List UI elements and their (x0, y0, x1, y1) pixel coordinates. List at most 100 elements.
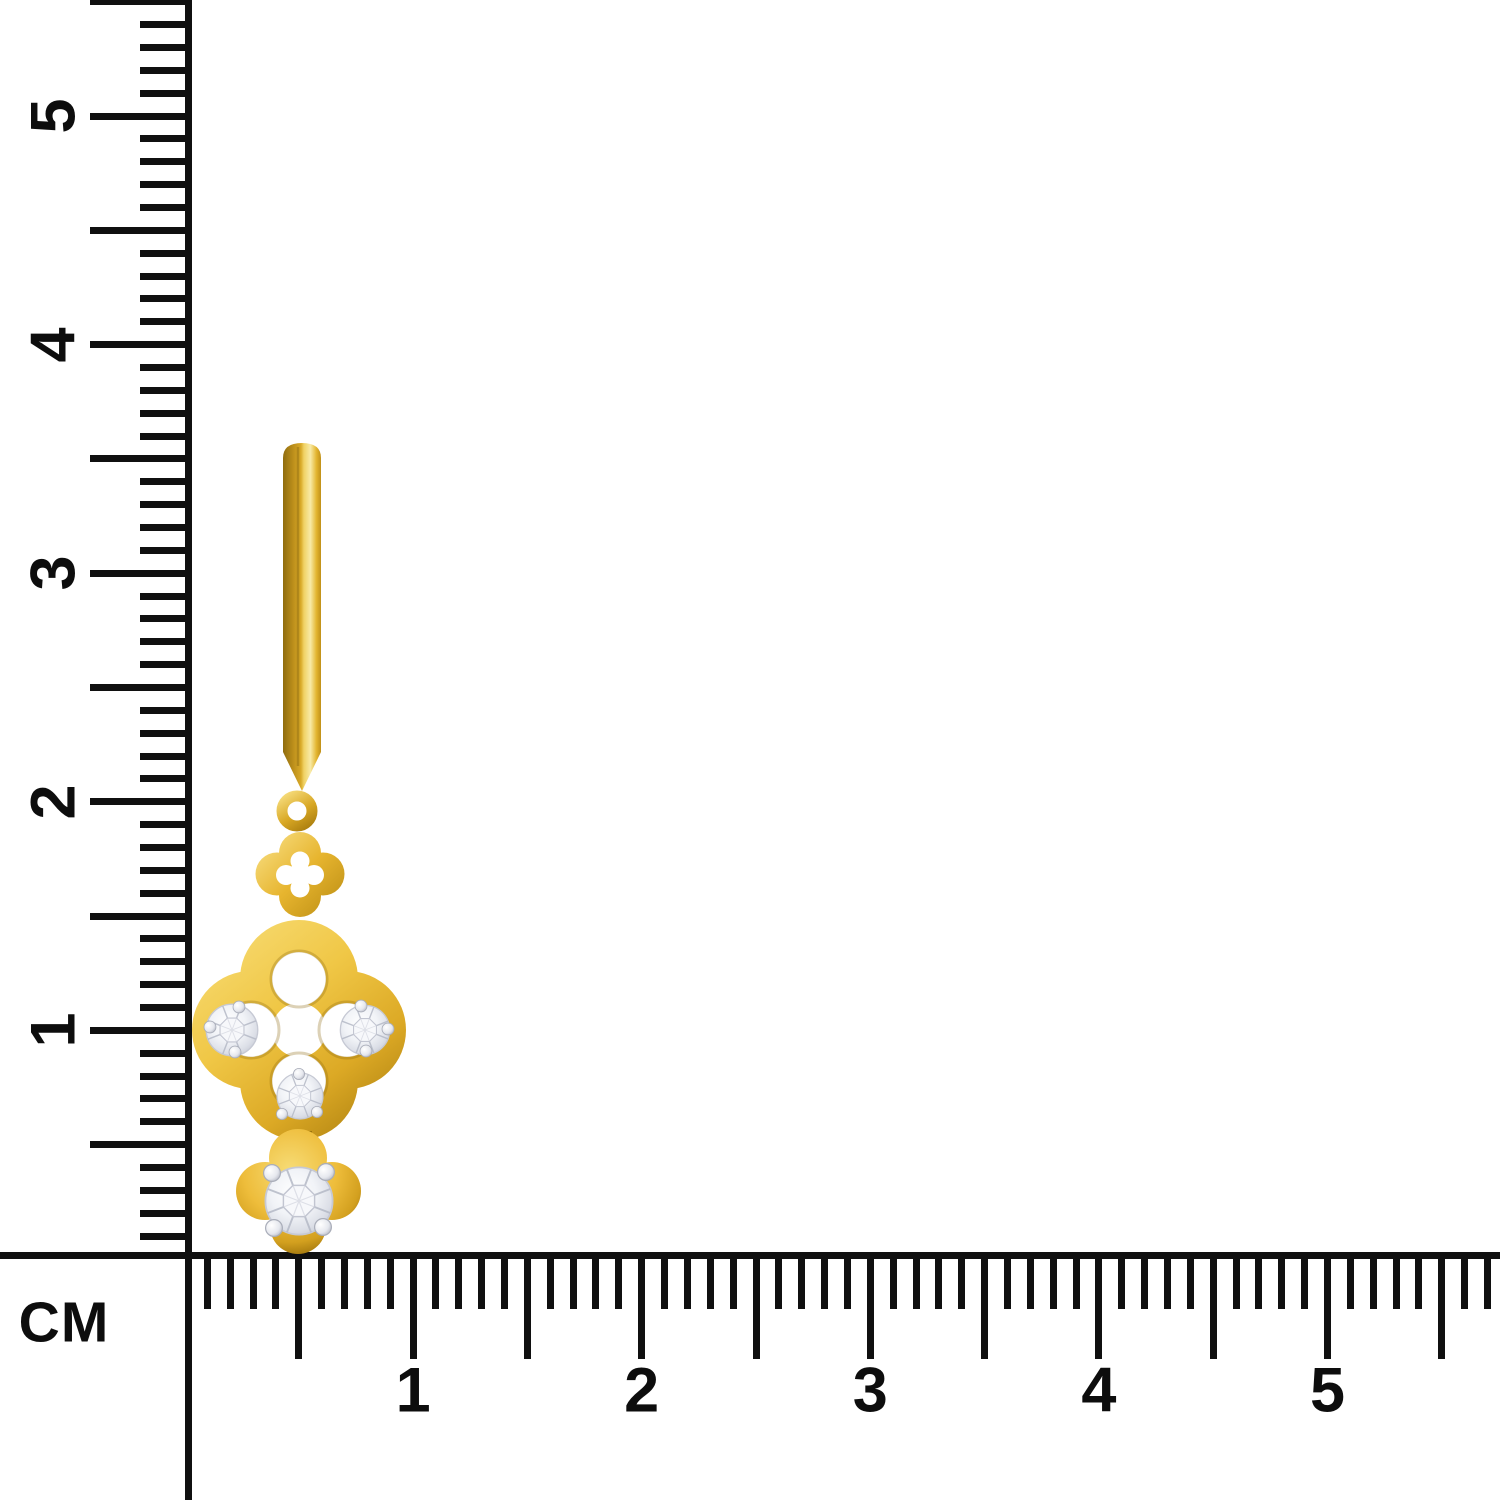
mm-tick (140, 1095, 192, 1103)
earring-illustration (192, 443, 406, 1254)
mm-tick (1255, 1256, 1263, 1309)
mm-tick (140, 729, 192, 737)
diamond-solitaire (263, 1162, 335, 1238)
cm-tick (90, 341, 192, 349)
mm-tick (1118, 1256, 1126, 1309)
mm-tick (140, 181, 192, 189)
mm-tick (140, 889, 192, 897)
cm-tick (90, 1026, 192, 1034)
earring-jump-ring (276, 790, 318, 832)
mm-tick (386, 1256, 394, 1309)
mm-tick (615, 1256, 623, 1309)
mm-tick (1415, 1256, 1423, 1309)
mm-tick (1461, 1256, 1469, 1309)
mm-tick (140, 1049, 192, 1057)
mm-tick (1301, 1256, 1309, 1309)
mm-tick (140, 752, 192, 760)
mm-tick (341, 1256, 349, 1309)
mm-tick (592, 1256, 600, 1309)
cm-tick (90, 798, 192, 806)
horizontal-ruler-line (0, 1252, 1500, 1259)
mm-tick (140, 706, 192, 714)
cm-tick (90, 112, 192, 120)
mm-tick (140, 21, 192, 29)
half-cm-tick (523, 1256, 531, 1359)
mm-tick (140, 775, 192, 783)
mm-tick (318, 1256, 326, 1309)
mm-tick (140, 203, 192, 211)
ruler-number: 5 (1309, 1355, 1346, 1426)
mm-tick (1141, 1256, 1149, 1309)
mm-tick (140, 981, 192, 989)
mm-tick (546, 1256, 554, 1309)
mm-tick (683, 1256, 691, 1309)
mm-tick (140, 43, 192, 51)
half-cm-tick (295, 1256, 303, 1359)
mm-tick (140, 844, 192, 852)
half-cm-tick (1209, 1256, 1217, 1359)
mm-tick (140, 478, 192, 486)
mm-tick (140, 523, 192, 531)
ruler-number: 3 (852, 1355, 888, 1426)
mm-tick (1003, 1256, 1011, 1309)
ruler-number: 4 (18, 327, 89, 363)
mm-tick (140, 592, 192, 600)
mm-tick (140, 501, 192, 509)
mm-tick (1049, 1256, 1057, 1309)
ruler-number: 1 (395, 1355, 431, 1426)
mm-tick (798, 1256, 806, 1309)
cm-tick (638, 1256, 646, 1359)
mm-tick (1346, 1256, 1354, 1309)
half-cm-tick (90, 1141, 192, 1149)
mm-tick (140, 1186, 192, 1194)
unit-label: CM (18, 1290, 110, 1355)
half-cm-tick (1438, 1256, 1446, 1359)
mm-tick (1392, 1256, 1400, 1309)
mm-tick (226, 1256, 234, 1309)
mm-tick (889, 1256, 897, 1309)
mm-tick (455, 1256, 463, 1309)
cm-tick (90, 569, 192, 577)
cm-tick (409, 1256, 417, 1359)
mm-tick (1484, 1256, 1492, 1309)
half-cm-tick (981, 1256, 989, 1359)
cm-tick (1095, 1256, 1103, 1359)
mm-tick (958, 1256, 966, 1309)
mm-tick (140, 1232, 192, 1240)
half-cm-tick (90, 0, 192, 6)
mm-tick (1163, 1256, 1171, 1309)
mm-tick (140, 615, 192, 623)
mm-tick (140, 272, 192, 280)
mm-tick (569, 1256, 577, 1309)
mm-tick (140, 363, 192, 371)
ruler-number: 4 (1081, 1355, 1117, 1426)
vertical-ruler-line (185, 0, 192, 1500)
mm-tick (140, 1118, 192, 1126)
earring-small-quatrefoil (255, 832, 345, 917)
mm-tick (912, 1256, 920, 1309)
mm-tick (140, 295, 192, 303)
mm-tick (140, 158, 192, 166)
mm-tick (140, 89, 192, 97)
mm-tick (1026, 1256, 1034, 1309)
mm-tick (501, 1256, 509, 1309)
half-cm-tick (90, 912, 192, 920)
mm-tick (706, 1256, 714, 1309)
mm-tick (1186, 1256, 1194, 1309)
mm-tick (140, 386, 192, 394)
mm-tick (140, 935, 192, 943)
mm-tick (729, 1256, 737, 1309)
mm-tick (140, 958, 192, 966)
half-cm-tick (90, 684, 192, 691)
mm-tick (140, 1072, 192, 1080)
mm-tick (1369, 1256, 1377, 1309)
mm-tick (661, 1256, 669, 1309)
mm-tick (140, 1209, 192, 1217)
half-cm-tick (752, 1256, 760, 1359)
mm-tick (140, 866, 192, 874)
earring-bar (283, 443, 321, 791)
mm-tick (140, 821, 192, 829)
mm-tick (140, 432, 192, 440)
mm-tick (140, 318, 192, 326)
